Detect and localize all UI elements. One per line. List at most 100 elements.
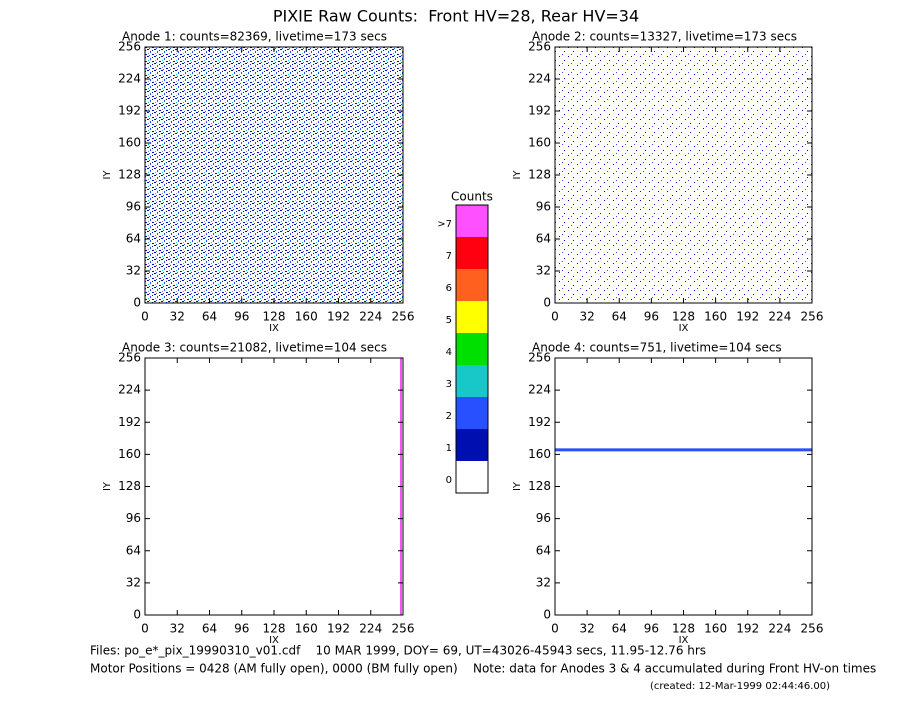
x-tick-label: 128 xyxy=(672,622,695,636)
y-tick-label: 160 xyxy=(118,447,141,461)
x-tick-label: 256 xyxy=(801,622,824,636)
x-tick-label: 64 xyxy=(202,310,217,324)
figure-title: PIXIE Raw Counts: Front HV=28, Rear HV=3… xyxy=(273,7,639,26)
y-tick-label: 32 xyxy=(126,264,141,278)
colorbar-label: 1 xyxy=(446,443,452,454)
colorbar-frame xyxy=(455,204,489,494)
x-tick-label: 224 xyxy=(359,622,382,636)
y-tick-label: 256 xyxy=(118,40,141,54)
colorbar-label: >7 xyxy=(437,219,452,230)
colorbar-swatch xyxy=(456,397,488,429)
colorbar: Counts 0 1 2 3 4 5 6 7 >7 xyxy=(437,190,493,494)
panel-title: Anode 4: counts=751, livetime=104 secs xyxy=(532,341,782,355)
x-tick-label: 160 xyxy=(295,622,318,636)
colorbar-title: Counts xyxy=(451,190,493,204)
x-tick-label: 32 xyxy=(170,310,185,324)
x-tick-label: 64 xyxy=(612,622,627,636)
x-axis-label: IX xyxy=(679,323,689,334)
y-tick-label: 224 xyxy=(528,383,551,397)
x-tick-label: 224 xyxy=(768,310,791,324)
footer-line: Files: po_e*_pix_19990310_v01.cdf 10 MAR… xyxy=(90,644,706,658)
y-tick-label: 192 xyxy=(528,415,551,429)
x-axis-label: IX xyxy=(269,635,279,646)
footer-line: (created: 12-Mar-1999 02:44:46.00) xyxy=(650,681,830,692)
y-tick-label: 128 xyxy=(118,479,141,493)
colorbar-label: 7 xyxy=(446,251,452,262)
x-tick-label: 160 xyxy=(704,310,727,324)
y-tick-label: 0 xyxy=(133,296,141,310)
x-tick-label: 160 xyxy=(704,622,727,636)
x-tick-label: 96 xyxy=(234,310,249,324)
y-tick-label: 64 xyxy=(536,232,551,246)
colorbar-swatch xyxy=(456,429,488,461)
y-axis-label: IY xyxy=(512,170,523,180)
colorbar-label: 3 xyxy=(446,379,452,390)
x-tick-label: 32 xyxy=(170,622,185,636)
x-tick-label: 32 xyxy=(579,622,594,636)
plot-area xyxy=(555,47,812,303)
y-tick-label: 32 xyxy=(126,575,141,589)
panel-title: Anode 3: counts=21082, livetime=104 secs xyxy=(122,341,387,355)
y-tick-label: 96 xyxy=(126,200,141,214)
y-tick-label: 64 xyxy=(126,543,141,557)
x-tick-label: 224 xyxy=(768,622,791,636)
plot-area xyxy=(555,358,812,615)
x-tick-label: 32 xyxy=(579,310,594,324)
x-tick-label: 160 xyxy=(295,310,318,324)
x-tick-label: 192 xyxy=(327,622,350,636)
y-tick-label: 192 xyxy=(528,104,551,118)
y-tick-label: 256 xyxy=(528,40,551,54)
x-tick-label: 96 xyxy=(644,310,659,324)
footer-line: Motor Positions = 0428 (AM fully open), … xyxy=(90,662,876,676)
x-tick-label: 128 xyxy=(263,622,286,636)
y-tick-label: 96 xyxy=(536,511,551,525)
y-tick-label: 128 xyxy=(528,168,551,182)
y-tick-label: 0 xyxy=(543,296,551,310)
x-tick-label: 224 xyxy=(359,310,382,324)
colorbar-swatch xyxy=(456,269,488,301)
x-tick-label: 192 xyxy=(327,310,350,324)
y-axis-label: IY xyxy=(512,481,523,491)
y-tick-label: 192 xyxy=(118,104,141,118)
panels: Anode 1: counts=82369, livetime=173 secs… xyxy=(102,30,823,647)
y-tick-label: 224 xyxy=(118,72,141,86)
y-axis-label: IY xyxy=(102,481,113,491)
y-tick-label: 224 xyxy=(118,383,141,397)
colorbar-label: 5 xyxy=(446,315,452,326)
y-tick-label: 96 xyxy=(536,200,551,214)
x-tick-label: 256 xyxy=(392,622,415,636)
colorbar-swatch xyxy=(456,205,488,237)
y-axis-label: IY xyxy=(102,170,113,180)
y-tick-label: 32 xyxy=(536,575,551,589)
plot-area xyxy=(145,47,403,303)
x-tick-label: 128 xyxy=(672,310,695,324)
x-tick-label: 256 xyxy=(801,310,824,324)
y-tick-label: 128 xyxy=(528,479,551,493)
x-tick-label: 128 xyxy=(263,310,286,324)
x-axis-label: IX xyxy=(269,323,279,334)
colorbar-swatch xyxy=(456,301,488,333)
x-tick-label: 96 xyxy=(644,622,659,636)
y-tick-label: 0 xyxy=(543,608,551,622)
panel-title: Anode 2: counts=13327, livetime=173 secs xyxy=(532,30,797,44)
y-tick-label: 256 xyxy=(118,351,141,365)
x-tick-label: 192 xyxy=(736,622,759,636)
colorbar-label: 2 xyxy=(446,411,452,422)
colorbar-label: 4 xyxy=(446,347,452,358)
y-tick-label: 64 xyxy=(536,543,551,557)
colorbar-swatch xyxy=(456,237,488,269)
x-tick-label: 64 xyxy=(202,622,217,636)
x-tick-label: 0 xyxy=(141,622,149,636)
y-tick-label: 192 xyxy=(118,415,141,429)
image-feature xyxy=(555,448,812,452)
y-tick-label: 64 xyxy=(126,232,141,246)
y-tick-label: 256 xyxy=(528,351,551,365)
y-tick-label: 0 xyxy=(133,608,141,622)
panel-title: Anode 1: counts=82369, livetime=173 secs xyxy=(122,30,387,44)
colorbar-swatch xyxy=(456,365,488,397)
plot-area xyxy=(145,358,403,615)
x-tick-label: 0 xyxy=(551,310,559,324)
x-tick-label: 192 xyxy=(736,310,759,324)
